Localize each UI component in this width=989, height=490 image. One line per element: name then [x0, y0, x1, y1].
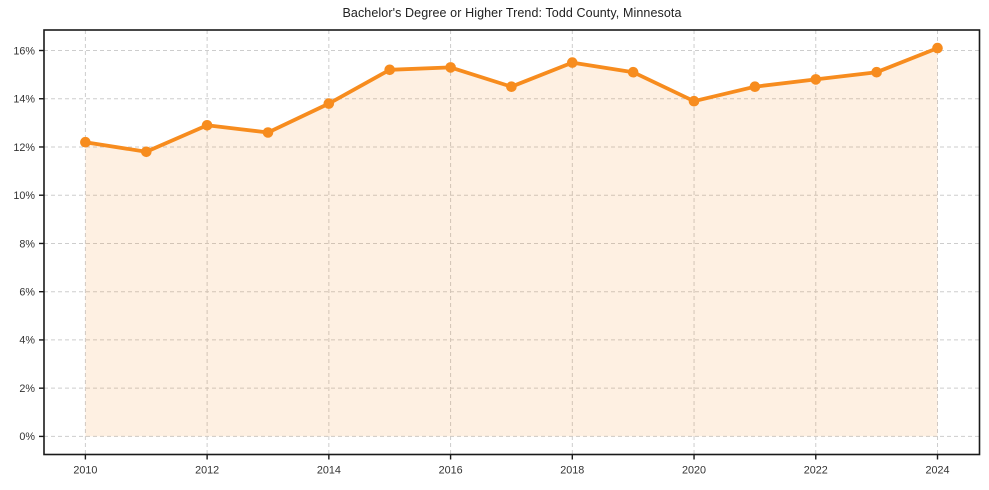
- data-point-marker: [506, 81, 517, 92]
- y-tick-label: 0%: [19, 431, 35, 443]
- data-point-marker: [384, 64, 396, 76]
- x-tick-label: 2018: [560, 465, 584, 477]
- plot-border: [43, 29, 981, 456]
- data-point-marker: [323, 98, 335, 109]
- chart-title: Bachelor's Degree or Higher Trend: Todd …: [342, 6, 682, 20]
- data-point-marker: [810, 74, 822, 85]
- x-tick-label: 2012: [195, 465, 219, 477]
- data-point-marker: [688, 95, 700, 107]
- data-point-marker: [749, 81, 761, 92]
- y-tick-label: 4%: [19, 335, 35, 347]
- y-tick-label: 10%: [13, 190, 35, 202]
- x-tick-label: 2010: [73, 465, 97, 477]
- data-point-marker: [871, 66, 882, 78]
- x-tick-label: 2016: [439, 465, 463, 477]
- y-tick-label: 16%: [13, 45, 35, 57]
- data-point-marker: [201, 120, 213, 131]
- area-fill: [85, 48, 938, 437]
- x-tick-label: 2020: [682, 465, 706, 477]
- data-point-marker: [445, 62, 456, 73]
- data-point-marker: [262, 127, 274, 138]
- y-tick-label: 8%: [19, 238, 35, 250]
- x-tick-label: 2024: [925, 465, 949, 477]
- x-tick-label: 2022: [804, 465, 828, 477]
- data-point-marker: [567, 57, 578, 68]
- y-tick-label: 14%: [13, 94, 35, 106]
- data-point-marker: [932, 42, 943, 54]
- y-tick-label: 2%: [19, 383, 35, 395]
- y-tick-label: 6%: [19, 286, 35, 298]
- y-tick-label: 12%: [13, 142, 35, 154]
- data-point-marker: [627, 66, 639, 78]
- x-tick-label: 2014: [317, 465, 341, 477]
- data-point-marker: [80, 136, 91, 148]
- data-point-marker: [141, 146, 152, 158]
